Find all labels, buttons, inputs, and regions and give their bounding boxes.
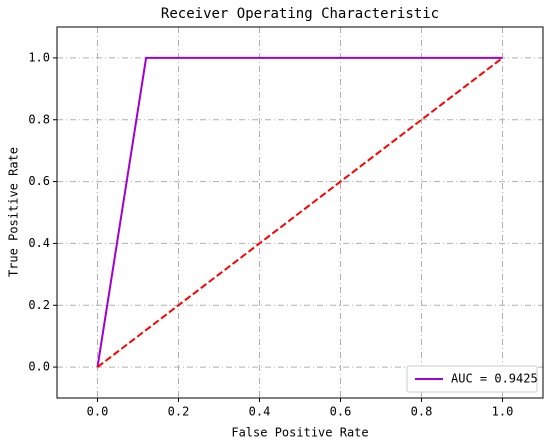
plot-frame: [56, 26, 544, 399]
y-tick-label: 0.2: [28, 298, 50, 312]
x-tick-label: 1.0: [492, 405, 514, 419]
legend-label: AUC = 0.9425: [451, 372, 538, 386]
x-tick-label: 0.8: [411, 405, 433, 419]
line: [96, 56, 503, 368]
x-tick-label: 0.4: [249, 405, 271, 419]
y-tick-label: 0.8: [28, 112, 50, 126]
y-tick-label: 1.0: [28, 50, 50, 64]
y-tick-label: 0.0: [28, 360, 50, 374]
legend-box: [406, 365, 538, 393]
chart-title: Receiver Operating Characteristic: [161, 6, 439, 22]
y-tick-label: 0.6: [28, 174, 50, 188]
x-tick-label: 0.0: [87, 405, 109, 419]
x-axis-label: False Positive Rate: [231, 426, 368, 440]
line: [96, 57, 504, 368]
y-axis-label: True Positive Rate: [7, 147, 21, 277]
x-tick-label: 0.2: [168, 405, 190, 419]
y-tick-label: 0.4: [28, 236, 50, 250]
x-tick-label: 0.6: [330, 405, 352, 419]
